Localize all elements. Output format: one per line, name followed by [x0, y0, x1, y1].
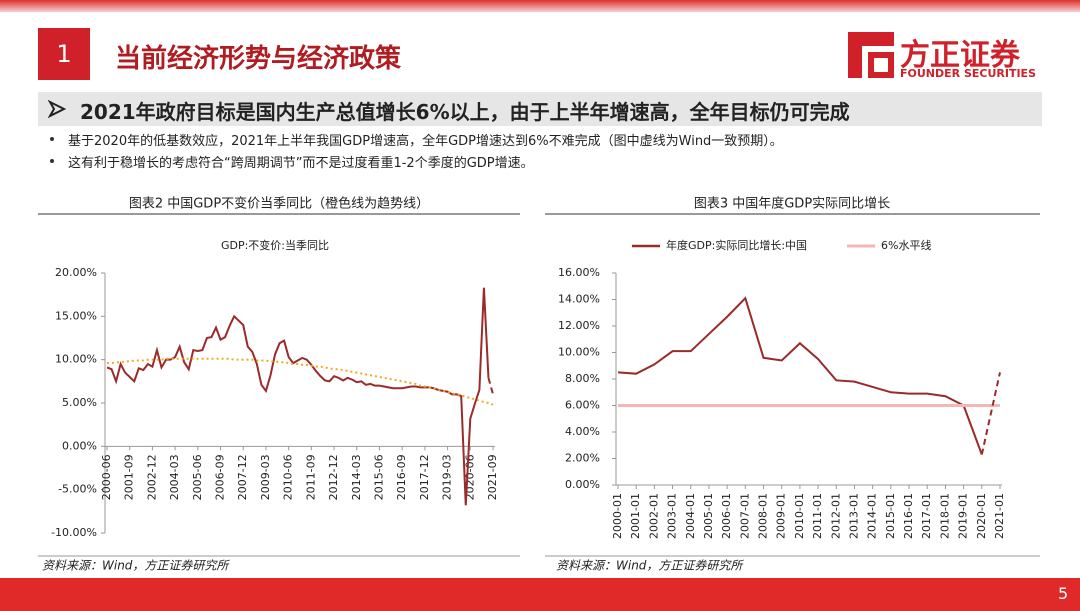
series-line [487, 377, 494, 395]
y-tick-label: 0.00% [565, 478, 600, 491]
x-tick-label: 2009-01 [775, 493, 788, 539]
x-tick-label: 2007-12 [236, 454, 249, 500]
x-tick-label: 2004-03 [168, 454, 181, 500]
x-tick-label: 2010-01 [793, 493, 806, 539]
series-line [617, 296, 983, 455]
x-tick-label: 2012-12 [327, 454, 340, 500]
y-tick-label: 16.00% [558, 266, 600, 279]
y-tick-label: 2.00% [565, 452, 600, 465]
x-tick-label: 2014-03 [350, 454, 363, 500]
x-tick-label: 2002-01 [647, 493, 660, 539]
y-tick-label: 14.00% [558, 293, 600, 306]
x-tick-label: 2019-03 [441, 454, 454, 500]
x-tick-label: 2017-12 [418, 454, 431, 500]
bullet: 这有利于稳增长的考虑符合“跨周期调节”而不是过度看重1-2个季度的GDP增速。 [68, 156, 534, 171]
x-tick-label: 2000-01 [611, 493, 624, 539]
y-tick-label: 4.00% [565, 425, 600, 438]
x-tick-label: 2004-01 [684, 493, 697, 539]
y-tick-label: 8.00% [565, 372, 600, 385]
x-tick-label: 2016-09 [395, 454, 408, 500]
y-tick-label: 6.00% [565, 399, 600, 412]
y-tick-label: -10.00% [51, 526, 97, 539]
y-tick-label: 5.00% [62, 396, 97, 409]
logo-subtitle: FOUNDER SECURITIES [900, 67, 1036, 80]
source: 资料来源：Wind，方正证券研究所 [42, 559, 230, 573]
x-tick-label: 2003-01 [666, 493, 679, 539]
series-line [980, 372, 1001, 455]
x-tick-label: 2010-06 [282, 454, 295, 500]
x-tick-label: 2002-12 [145, 454, 158, 500]
x-tick-label: 2013-01 [847, 493, 860, 539]
x-tick-label: 2021-01 [993, 493, 1006, 539]
x-tick-label: 2000-06 [100, 454, 113, 500]
bullet-dot [50, 137, 54, 141]
y-tick-label: 10.00% [55, 353, 97, 366]
x-tick-label: 2017-01 [920, 493, 933, 539]
x-tick-label: 2015-06 [372, 454, 385, 500]
y-tick-label: 10.00% [558, 346, 600, 359]
chart-title: 图表3 中国年度GDP实际同比增长 [694, 196, 890, 212]
x-tick-label: 2016-01 [902, 493, 915, 539]
logo-icon [848, 32, 894, 78]
chart-title: 图表2 中国GDP不变价当季同比（橙色线为趋势线） [129, 196, 429, 212]
x-tick-label: 2001-09 [123, 454, 136, 500]
legend-label: 年度GDP:实际同比增长:中国 [666, 238, 807, 252]
y-tick-label: 12.00% [558, 319, 600, 332]
top-band [0, 0, 1080, 12]
series-line [107, 357, 494, 406]
source: 资料来源：Wind，方正证券研究所 [556, 559, 744, 573]
headline-arrow [48, 100, 66, 118]
bullet: 基于2020年的低基数效应，2021年上半年我国GDP增速高，全年GDP增速达到… [68, 134, 783, 149]
page-number: 5 [1058, 584, 1069, 603]
x-tick-label: 2006-09 [214, 454, 227, 500]
y-tick-label: 15.00% [55, 309, 97, 322]
y-tick-label: -5.00% [58, 483, 97, 496]
section-title: 当前经济形势与经济政策 [115, 44, 402, 74]
logo-name: 方正证券 [900, 38, 1020, 73]
x-tick-label: 2007-01 [738, 493, 751, 539]
x-tick-label: 2001-01 [629, 493, 642, 539]
x-tick-label: 2015-01 [884, 493, 897, 539]
x-tick-label: 2012-01 [829, 493, 842, 539]
x-tick-label: 2005-06 [191, 454, 204, 500]
x-tick-label: 2018-01 [938, 493, 951, 539]
x-tick-label: 2009-03 [259, 454, 272, 500]
legend-label: GDP:不变价:当季同比 [221, 238, 329, 252]
y-tick-label: 20.00% [55, 266, 97, 279]
x-tick-label: 2006-01 [720, 493, 733, 539]
series-line [106, 287, 490, 506]
x-tick-label: 2005-01 [702, 493, 715, 539]
bottom-band [0, 578, 1080, 611]
x-tick-label: 2011-01 [811, 493, 824, 539]
x-tick-label: 2011-09 [304, 454, 317, 500]
x-tick-label: 2020-01 [975, 493, 988, 539]
x-tick-label: 2008-01 [757, 493, 770, 539]
bullet-dot [50, 159, 54, 163]
x-tick-label: 2014-01 [866, 493, 879, 539]
x-tick-label: 2019-01 [957, 493, 970, 539]
section-number: 1 [38, 28, 90, 80]
headline: 2021年政府目标是国内生产总值增长6%以上，由于上半年增速高，全年目标仍可完成 [80, 100, 850, 124]
legend-label: 6%水平线 [881, 238, 931, 252]
headline-band [38, 92, 1042, 126]
y-tick-label: 0.00% [62, 439, 97, 452]
x-tick-label: 2021-09 [486, 454, 499, 500]
